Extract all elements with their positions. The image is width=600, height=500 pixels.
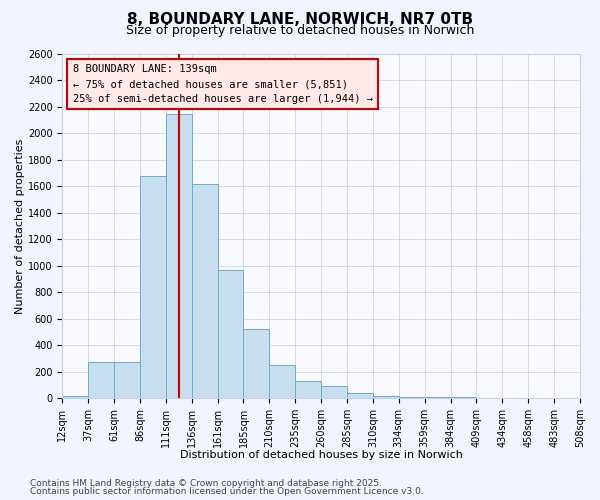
- Y-axis label: Number of detached properties: Number of detached properties: [15, 138, 25, 314]
- Bar: [269, 365, 295, 398]
- Bar: [88, 362, 114, 398]
- Bar: [114, 362, 140, 398]
- Text: Contains public sector information licensed under the Open Government Licence v3: Contains public sector information licen…: [30, 487, 424, 496]
- Bar: [218, 270, 244, 398]
- Text: 8 BOUNDARY LANE: 139sqm
← 75% of detached houses are smaller (5,851)
25% of semi: 8 BOUNDARY LANE: 139sqm ← 75% of detache…: [73, 64, 373, 104]
- Bar: [140, 176, 166, 398]
- Bar: [373, 396, 399, 398]
- X-axis label: Distribution of detached houses by size in Norwich: Distribution of detached houses by size …: [179, 450, 463, 460]
- Bar: [295, 381, 321, 398]
- Bar: [347, 393, 373, 398]
- Text: 8, BOUNDARY LANE, NORWICH, NR7 0TB: 8, BOUNDARY LANE, NORWICH, NR7 0TB: [127, 12, 473, 28]
- Bar: [399, 397, 425, 398]
- Text: Contains HM Land Registry data © Crown copyright and database right 2025.: Contains HM Land Registry data © Crown c…: [30, 478, 382, 488]
- Bar: [166, 114, 191, 398]
- Bar: [244, 330, 269, 398]
- Text: Size of property relative to detached houses in Norwich: Size of property relative to detached ho…: [126, 24, 474, 37]
- Bar: [321, 386, 347, 398]
- Bar: [191, 184, 218, 398]
- Bar: [62, 396, 88, 398]
